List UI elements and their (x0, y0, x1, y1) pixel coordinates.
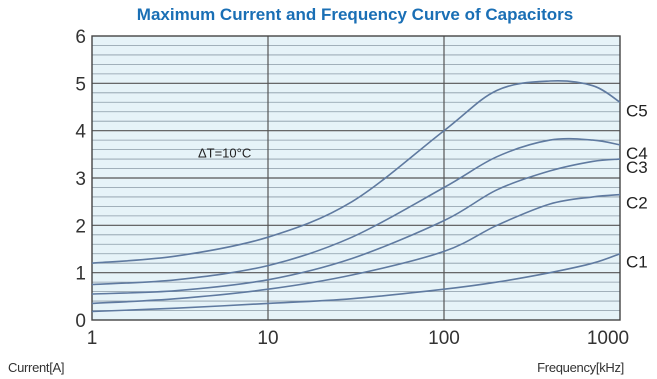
y-tick-label: 1 (75, 264, 86, 285)
series-line-c2 (91, 193, 621, 305)
x-axis-label: Frequency[kHz] (537, 360, 624, 375)
x-tick-label: 10 (257, 328, 278, 349)
y-axis-label: Current[A] (8, 360, 64, 375)
y-tick-label: 0 (75, 311, 86, 332)
series-line-c3 (91, 158, 621, 295)
series-line-c4 (91, 137, 621, 286)
plot-frame (91, 35, 621, 321)
x-tick-label: 1 (87, 328, 98, 349)
series-label-c5: C5 (626, 101, 648, 120)
series-label-c2: C2 (626, 194, 648, 213)
series-label-c1: C1 (626, 253, 648, 272)
series-label-c3: C3 (626, 158, 648, 177)
chart-title: Maximum Current and Frequency Curve of C… (137, 5, 573, 24)
y-tick-label: 5 (75, 74, 86, 95)
series-line-c5 (91, 80, 621, 264)
y-tick-label: 6 (75, 27, 86, 48)
series-label-c4: C4 (626, 144, 648, 163)
y-tick-label: 3 (75, 169, 86, 190)
delta-t-annotation: ΔT=10°C (198, 146, 251, 161)
y-tick-label: 2 (75, 216, 86, 237)
y-tick-label: 4 (75, 122, 86, 143)
x-tick-label: 100 (428, 328, 460, 349)
series-line-c1 (91, 252, 621, 313)
x-tick-label: 1000 (587, 328, 629, 349)
